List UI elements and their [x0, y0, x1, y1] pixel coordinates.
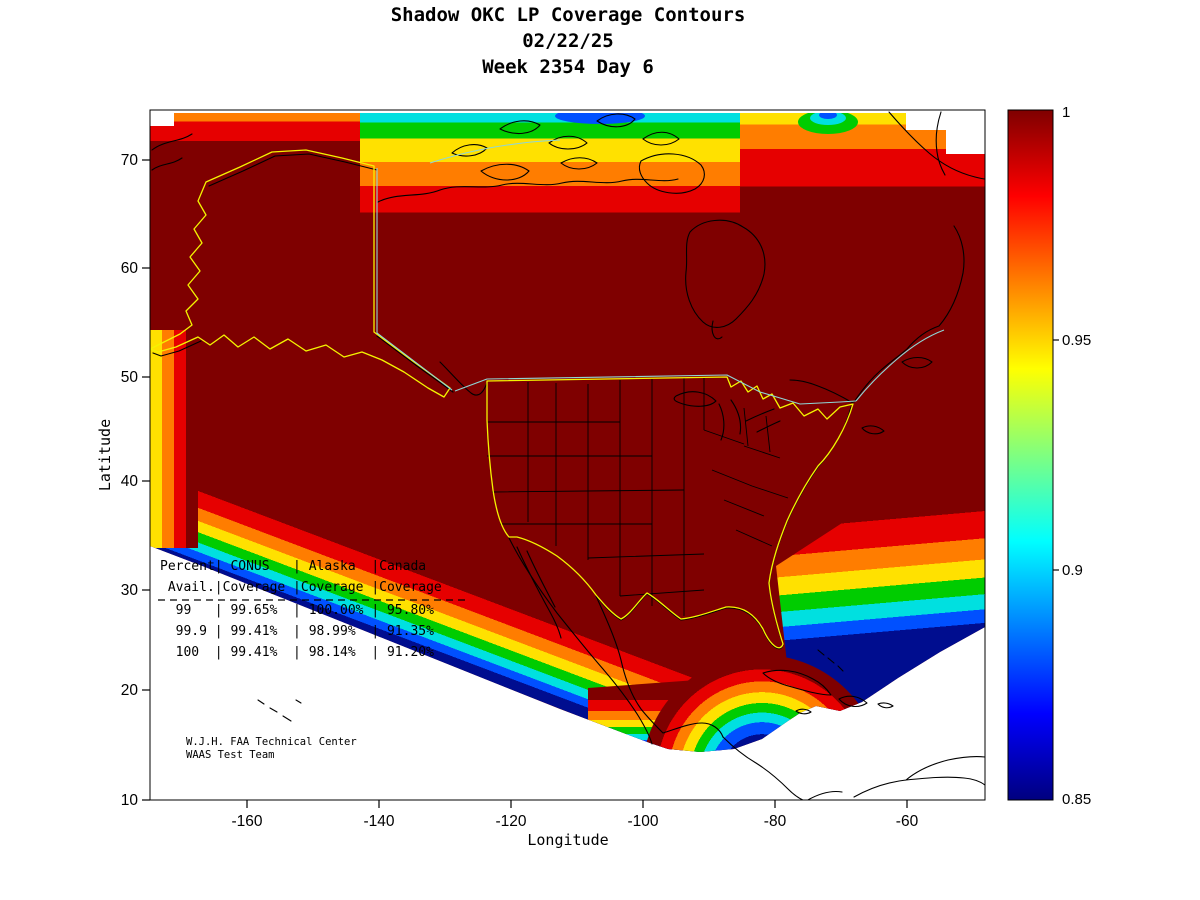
coverage-table: Percent| CONUS | Alaska |Canada Avail.|C…: [158, 559, 468, 660]
colorbar-tick-09: 0.9: [1062, 562, 1083, 579]
canada-outline: [376, 139, 945, 405]
ytick-label-5: 20: [121, 682, 139, 699]
ytick-label-0: 70: [121, 152, 139, 169]
xtick-label-2: -120: [495, 813, 526, 830]
attribution-line-2: WAAS Test Team: [186, 749, 275, 761]
plot-axes: -160 -140 -120 -100 -80 -60 70 60 50 40 …: [96, 109, 986, 849]
xtick-label-0: -160: [231, 813, 262, 830]
ytick-label-2: 50: [121, 369, 139, 386]
colorbar-tick-095: 0.95: [1062, 332, 1091, 349]
attribution-line-1: W.J.H. FAA Technical Center: [186, 736, 357, 748]
conus-alaska-outline: [150, 149, 854, 649]
table-row-100: 100 | 99.41% | 98.14% | 91.20%: [160, 645, 434, 660]
colorbar: 1 0.95 0.9 0.85: [1007, 104, 1091, 808]
xtick-label-4: -80: [764, 813, 787, 830]
ytick-label-3: 40: [121, 473, 139, 490]
figure-title: Shadow OKC LP Coverage Contours 02/22/25…: [391, 4, 746, 78]
table-row-99-9: 99.9 | 99.41% | 98.99% | 91.35%: [160, 624, 434, 639]
plot-border: [149, 109, 986, 801]
ytick-label-1: 60: [121, 260, 139, 277]
xtick-label-5: -60: [896, 813, 919, 830]
title-line-3: Week 2354 Day 6: [482, 56, 654, 78]
contour-fill-field: [150, 113, 985, 752]
table-header-2: Avail.|Coverage |Coverage |Coverage: [160, 580, 442, 595]
table-row-99: 99 | 99.65% | 100.00% | 95.80%: [160, 603, 434, 618]
y-axis-label: Latitude: [96, 419, 114, 491]
xtick-label-1: -140: [363, 813, 394, 830]
x-axis-label: Longitude: [527, 831, 608, 849]
colorbar-gradient: [1007, 109, 1054, 801]
ytick-label-6: 10: [121, 792, 139, 809]
attribution: W.J.H. FAA Technical Center WAAS Test Te…: [186, 736, 357, 761]
table-header-1: Percent| CONUS | Alaska |Canada: [160, 559, 426, 574]
ytick-label-4: 30: [121, 582, 139, 599]
colorbar-tick-1: 1: [1062, 104, 1070, 121]
xtick-label-3: -100: [627, 813, 658, 830]
coastlines: [151, 111, 985, 800]
state-boundaries: [487, 378, 789, 616]
title-line-2: 02/22/25: [522, 30, 614, 52]
colorbar-tick-085: 0.85: [1062, 791, 1091, 808]
title-line-1: Shadow OKC LP Coverage Contours: [391, 4, 746, 26]
